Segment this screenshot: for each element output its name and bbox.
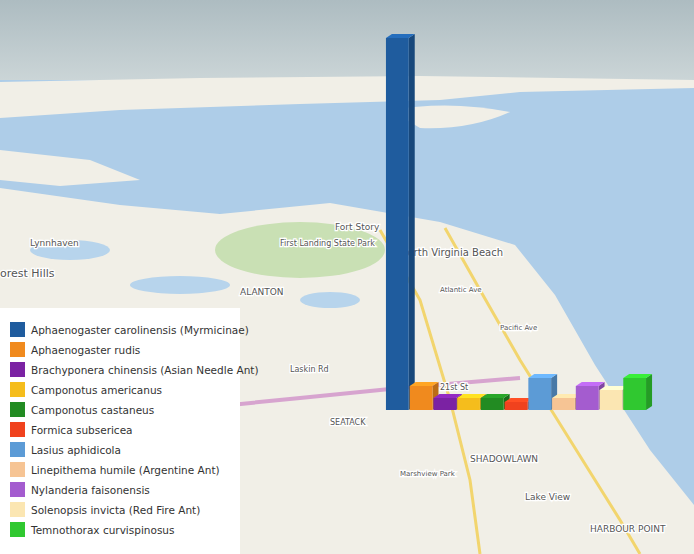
legend-swatch (10, 502, 25, 517)
bar-top (623, 374, 652, 378)
legend-label: Nylanderia faisonensis (31, 484, 150, 496)
bar (410, 386, 433, 410)
legend-label: Camponotus americanus (31, 384, 162, 396)
bar (623, 378, 646, 410)
map-label: Marshview Park (400, 470, 456, 478)
legend-swatch (10, 322, 25, 337)
map-label: orest Hills (0, 267, 55, 280)
bar (433, 398, 456, 410)
legend: Aphaenogaster carolinensis (Myrmicinae) A… (0, 308, 259, 554)
legend-swatch (10, 402, 25, 417)
map-label: North Virginia Beach (400, 247, 503, 258)
map-label: Fort Story (335, 222, 380, 232)
bar-top (481, 394, 510, 398)
bar (528, 378, 551, 410)
map-label: Pacific Ave (500, 324, 537, 332)
map-label: Laskin Rd (290, 365, 329, 374)
map-label: HARBOUR POINT (590, 524, 666, 534)
map-chart: Fort Story First Landing State Park North … (0, 0, 694, 554)
map-label: First Landing State Park (280, 239, 375, 248)
inlet (130, 276, 230, 294)
bar-top (410, 382, 439, 386)
legend-label: Aphaenogaster carolinensis (Myrmicinae) (31, 324, 249, 336)
legend-label: Aphaenogaster rudis (31, 344, 140, 356)
legend-swatch (10, 342, 25, 357)
main-land (0, 188, 694, 554)
map-label: Atlantic Ave (440, 286, 482, 294)
map-label: Lynnhaven (30, 238, 79, 248)
map-background (0, 0, 694, 554)
bar-top (576, 382, 605, 386)
legend-swatch (10, 422, 25, 437)
water (0, 0, 694, 554)
bar-top (528, 374, 557, 378)
bar-top (457, 394, 486, 398)
map-label: SEATACK (330, 418, 366, 427)
bar (386, 38, 409, 410)
legend-swatch (10, 442, 25, 457)
bar (552, 398, 575, 410)
legend-label: Camponotus castaneus (31, 404, 154, 416)
far-land (0, 76, 694, 118)
bars (386, 34, 652, 410)
legend-label: Formica subsericea (31, 424, 133, 436)
legend-swatch (10, 522, 25, 537)
bar-3d (623, 374, 652, 410)
bar (600, 390, 623, 410)
legend-swatch (10, 462, 25, 477)
legend-label: Solenopsis invicta (Red Fire Ant) (31, 504, 200, 516)
legend-swatch (10, 382, 25, 397)
legend-swatch (10, 362, 25, 377)
legend-label: Lasius aphidicola (31, 444, 121, 456)
bar (457, 398, 480, 410)
bar (505, 402, 528, 410)
bar (481, 398, 504, 410)
sky (0, 0, 694, 80)
legend-swatch (10, 482, 25, 497)
map-label: Lake View (525, 492, 570, 502)
map-label: SHADOWLAWN (470, 454, 538, 464)
legend-label: Brachyponera chinensis (Asian Needle Ant… (31, 364, 259, 376)
park (215, 222, 385, 278)
legend-label: Linepithema humile (Argentine Ant) (31, 464, 220, 476)
bar-side (409, 34, 415, 410)
bar (576, 386, 599, 410)
bar-top (386, 34, 415, 38)
inlet (300, 292, 360, 308)
bar-side (646, 374, 652, 410)
legend-label: Temnothorax curvispinosus (30, 524, 175, 536)
left-point (0, 150, 140, 186)
bar-3d (386, 34, 415, 410)
legend-box (0, 308, 240, 554)
map-label: ALANTON (240, 287, 284, 297)
bar-top (433, 394, 462, 398)
map-label: 21st St (440, 383, 468, 392)
